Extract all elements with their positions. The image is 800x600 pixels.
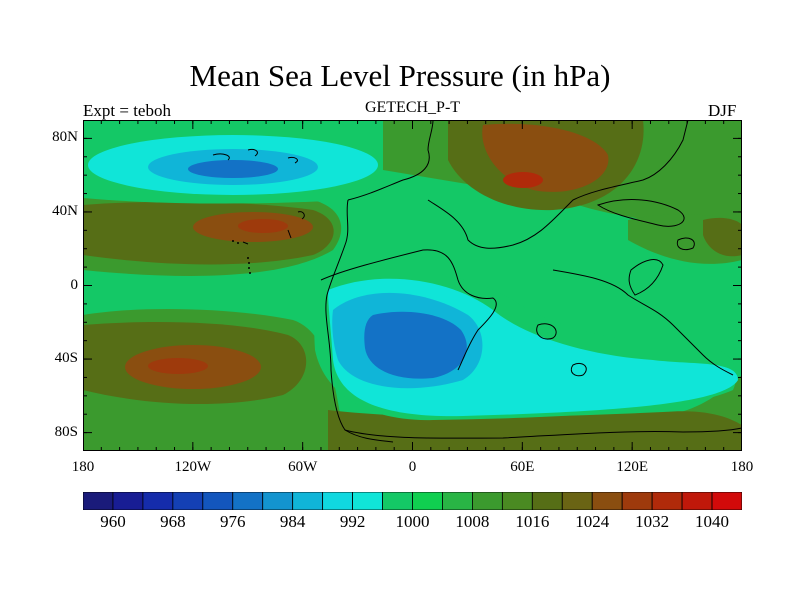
colorbar-tick-label: 984 [279,512,306,531]
colorbar-tick-label: 968 [160,512,186,531]
coastline-continent-central [320,249,497,371]
coastline-southern-edge [344,427,742,439]
coastline-arctic-islands [212,149,298,164]
lon-tick-label: 60W [288,459,318,475]
pressure-map [83,120,742,451]
colorbar-tick-label: 1000 [395,512,430,531]
coastline-peninsula [628,259,664,296]
colorbar-box [83,492,114,510]
coastline-eastern-arm [552,269,734,376]
colorbar [83,492,742,510]
field-siberian-high-peak [503,172,543,188]
field-polar-low-984 [188,160,278,178]
dataset-label: GETECH_P-T [364,99,461,116]
colorbar-tick-label: 1008 [455,512,490,531]
colorbar-box [561,492,593,510]
colorbar-tick-label: 992 [339,512,366,531]
field-east-pacific-high [703,217,742,257]
island-dot [248,262,250,264]
colorbar-box [262,492,294,510]
colorbar-box [711,492,742,510]
colorbar-box [591,492,623,510]
lon-tick-label: 180 [71,459,95,475]
colorbar-box [472,492,503,510]
colorbar-box [621,492,653,510]
lon-tick-label: 120W [174,459,212,475]
lat-tick-label: 80N [52,129,78,146]
colorbar-box [202,492,234,510]
coastline-small-island-1 [536,323,557,340]
lon-tick-label: 180 [730,459,754,475]
colorbar-tick-label: 1024 [575,512,610,531]
colorbar-box [322,492,353,510]
colorbar-box [382,492,413,510]
island-chain-dots [232,240,251,274]
coastline-small-island-3 [570,362,587,377]
lat-tick-label: 40S [54,350,78,367]
coastline-small-island-2 [676,237,695,251]
field-south-pacific-high-peak [148,358,208,374]
colorbar-box [681,492,713,510]
season-label: DJF [708,101,737,120]
colorbar-box [531,492,563,510]
colorbar-tick-label: 1032 [635,512,670,531]
island-dot [232,240,234,242]
lon-tick-label: 0 [408,459,417,475]
colorbar-tick-label: 1040 [695,512,730,531]
plot-title: Mean Sea Level Pressure (in hPa) [189,58,611,93]
lon-tick-label: 60E [510,459,535,475]
colorbar-box [232,492,264,510]
island-dot [237,242,239,244]
coastline-north-island [596,199,685,227]
colorbar-box [352,492,383,510]
island-dot [247,257,249,259]
lat-tick-label: 80S [54,423,78,440]
colorbar-box [112,492,144,510]
coastline-mid-pacific-islands [242,211,305,245]
axis-ticks [83,120,742,451]
colorbar-box [292,492,324,510]
colorbar-box [172,492,204,510]
island-dot [248,267,250,269]
field-south-atlantic-ridge [328,410,742,451]
lat-tick-label: 40N [52,202,78,219]
coastline-continent-west [325,120,434,443]
experiment-label: Expt = teboh [83,101,171,120]
colorbar-tick-label: 960 [100,512,126,531]
colorbar-box [501,492,533,510]
field-north-pacific-high-peak [238,219,288,233]
colorbar-tick-label: 1016 [515,512,550,531]
colorbar-box [442,492,473,510]
colorbar-box [651,492,683,510]
field-southern-low-984 [364,311,467,379]
island-dot [249,272,251,274]
colorbar-tick-label: 976 [220,512,246,531]
lon-tick-label: 120E [616,459,648,475]
colorbar-box [142,492,174,510]
coastline-continent-east [427,120,689,249]
colorbar-box [412,492,443,510]
coastlines [212,120,742,443]
lat-tick-label: 0 [70,276,79,293]
